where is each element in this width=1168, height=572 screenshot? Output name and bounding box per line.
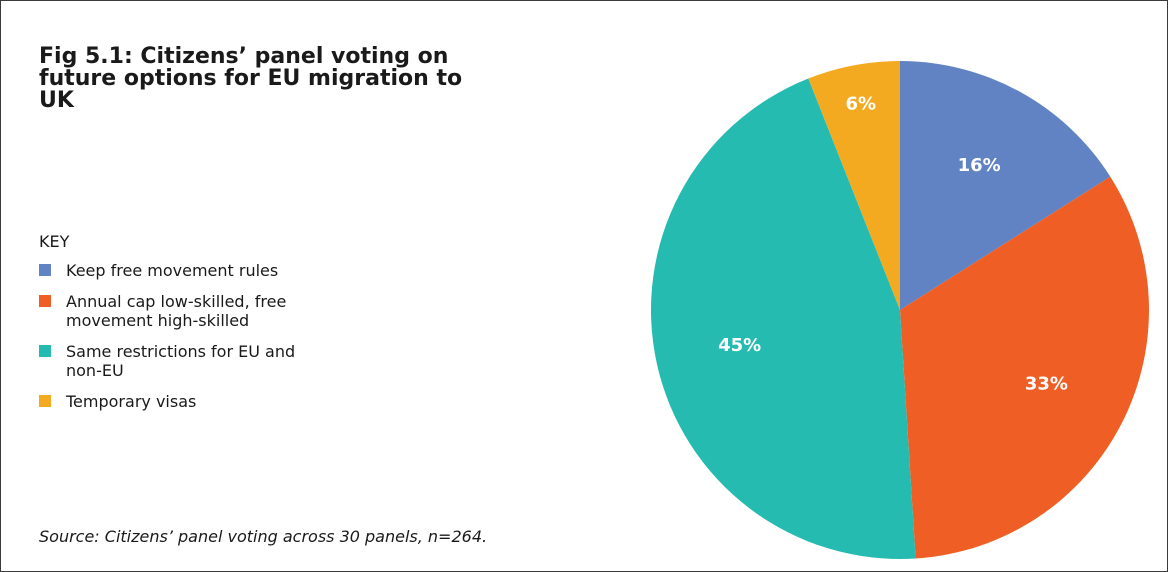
pie-slice	[900, 176, 1149, 559]
legend-swatch	[39, 295, 51, 307]
pie-slice	[650, 78, 916, 559]
legend-label: Keep free movement rules	[66, 261, 279, 280]
chart-title: Fig 5.1: Citizens’ panel voting on futur…	[39, 44, 463, 113]
pie-slice	[808, 61, 900, 310]
pie-slice-label: 6%	[846, 94, 877, 115]
legend-label: Annual cap low-skilled, free movement hi…	[66, 292, 287, 330]
legend-swatch	[39, 345, 51, 357]
legend-heading: KEY	[39, 232, 70, 251]
pie-slice	[900, 61, 1111, 310]
pie-slice-label: 33%	[1025, 374, 1068, 395]
legend-item: Annual cap low-skilled, free movement hi…	[39, 292, 379, 330]
pie-slice-label: 45%	[718, 335, 761, 356]
legend-label: Same restrictions for EU and non-EU	[66, 342, 296, 380]
pie-slices	[650, 61, 1149, 559]
pie-labels: 16% 33% 45% 6%	[718, 94, 1068, 395]
legend-label: Temporary visas	[66, 392, 197, 411]
pie-slice-label: 16%	[958, 155, 1001, 176]
legend-swatch	[39, 264, 51, 276]
legend-item: Same restrictions for EU and non-EU	[39, 342, 379, 380]
legend-item: Keep free movement rules	[39, 261, 379, 280]
source-note: Source: Citizens’ panel voting across 30…	[39, 527, 488, 546]
legend-swatch	[39, 395, 51, 407]
legend: Keep free movement rules Annual cap low-…	[39, 261, 379, 423]
legend-item: Temporary visas	[39, 392, 379, 411]
